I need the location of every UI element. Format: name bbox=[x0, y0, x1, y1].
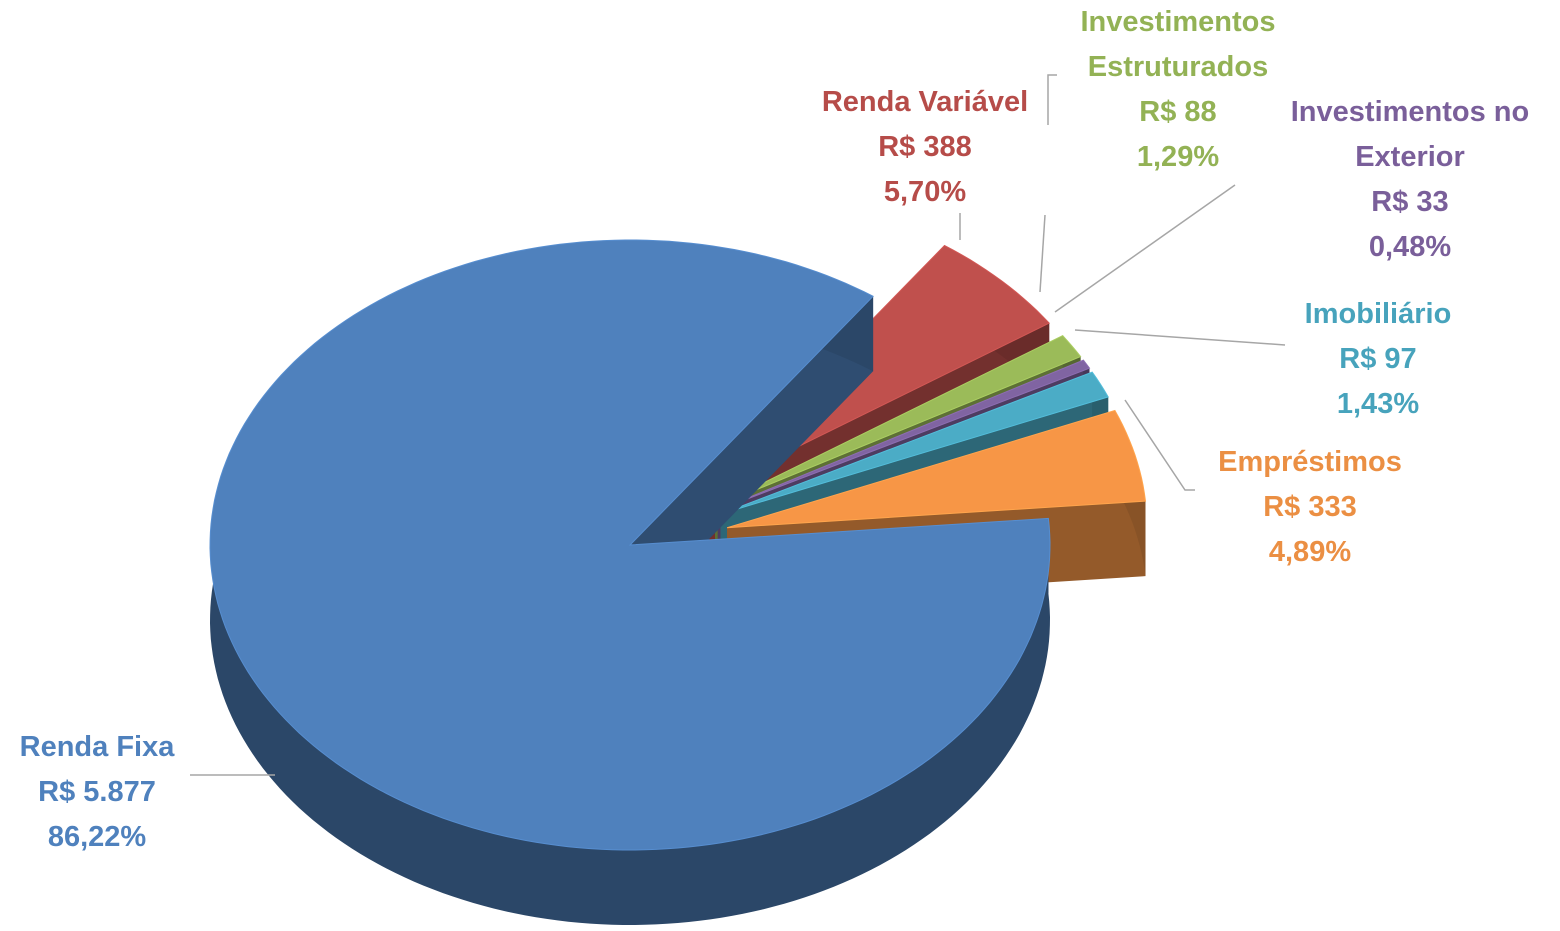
leader-line bbox=[1047, 74, 1057, 125]
label-name: Imobiliário bbox=[1304, 298, 1452, 330]
leader-line bbox=[1039, 214, 1046, 293]
label-value: R$ 33 bbox=[1371, 186, 1449, 218]
label-name: Investimentos Estruturados bbox=[1080, 6, 1276, 83]
label-value: R$ 333 bbox=[1263, 491, 1357, 523]
label-percent: 0,48% bbox=[1368, 231, 1452, 263]
slice bbox=[209, 239, 1051, 851]
data-label: Investimentos Estruturados R$ 88 1,29% bbox=[1058, 0, 1298, 180]
label-name: Renda Fixa bbox=[19, 731, 175, 763]
data-label: Empréstimos R$ 333 4,89% bbox=[1190, 440, 1430, 575]
slice bbox=[717, 359, 1091, 511]
label-percent: 1,43% bbox=[1336, 388, 1420, 420]
data-label: Renda Variável R$ 388 5,70% bbox=[795, 80, 1055, 215]
label-percent: 86,22% bbox=[47, 821, 147, 853]
data-label: Investimentos no Exterior R$ 33 0,48% bbox=[1265, 90, 1555, 270]
label-percent: 1,29% bbox=[1136, 141, 1220, 173]
leader-line bbox=[1074, 329, 1286, 346]
label-name: Renda Variável bbox=[821, 86, 1029, 118]
label-percent: 5,70% bbox=[883, 176, 967, 208]
label-name: Empréstimos bbox=[1218, 446, 1402, 478]
slice bbox=[726, 409, 1147, 529]
leader-line bbox=[1124, 399, 1195, 491]
slice bbox=[720, 371, 1109, 515]
data-label: Renda Fixa R$ 5.877 86,22% bbox=[0, 725, 197, 860]
label-name: Investimentos no Exterior bbox=[1290, 96, 1530, 173]
data-label: Imobiliário R$ 97 1,43% bbox=[1268, 292, 1488, 427]
leader-line bbox=[1054, 184, 1236, 313]
label-percent: 4,89% bbox=[1268, 536, 1352, 568]
slice bbox=[714, 334, 1082, 508]
label-value: R$ 88 bbox=[1139, 96, 1217, 128]
label-value: R$ 97 bbox=[1339, 343, 1417, 375]
label-value: R$ 5.877 bbox=[38, 776, 156, 808]
label-value: R$ 388 bbox=[878, 131, 972, 163]
slice-cut-face bbox=[630, 296, 874, 620]
